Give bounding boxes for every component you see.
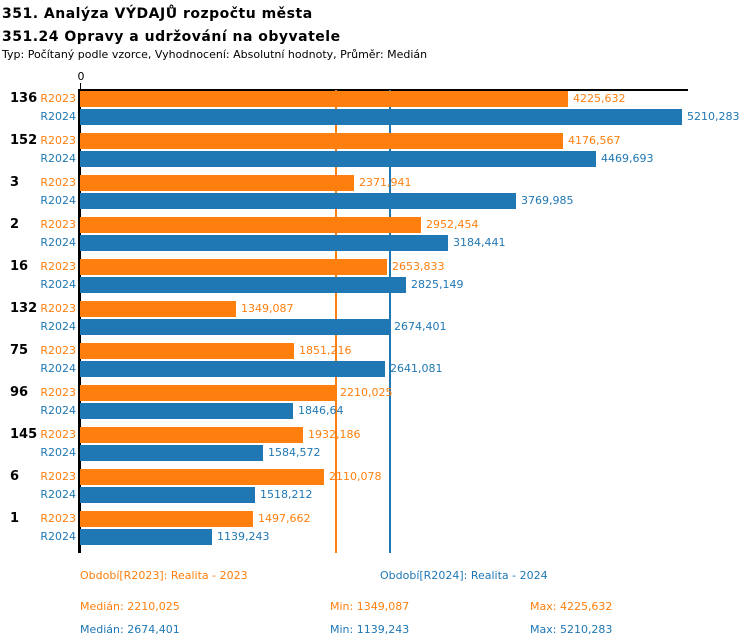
row-label-r2023: R2023 bbox=[40, 344, 76, 357]
row-label-r2023: R2023 bbox=[40, 386, 76, 399]
category-label-75: 75 bbox=[10, 343, 29, 358]
value-label-r2023-2: 2952,454 bbox=[426, 218, 479, 231]
bar-r2024-6 bbox=[80, 487, 255, 503]
row-label-r2023: R2023 bbox=[40, 218, 76, 231]
page-title: 351. Analýza VÝDAJŮ rozpočtu města bbox=[2, 6, 313, 22]
value-label-r2024-2: 3184,441 bbox=[453, 236, 506, 249]
category-label-136: 136 bbox=[10, 91, 38, 106]
stat-max-r2023: Max: 4225,632 bbox=[530, 600, 613, 613]
row-label-r2024: R2024 bbox=[40, 278, 76, 291]
category-label-96: 96 bbox=[10, 385, 29, 400]
row-label-r2024: R2024 bbox=[40, 404, 76, 417]
indicator-subtitle: 351.24 Opravy a udržování na obyvatele bbox=[2, 29, 341, 45]
value-label-r2023-96: 2210,025 bbox=[340, 386, 393, 399]
category-label-145: 145 bbox=[10, 427, 38, 442]
bar-r2023-132 bbox=[80, 301, 236, 317]
value-label-r2024-145: 1584,572 bbox=[268, 446, 321, 459]
row-label-r2023: R2023 bbox=[40, 512, 76, 525]
stat-min-r2023: Min: 1349,087 bbox=[330, 600, 410, 613]
category-label-6: 6 bbox=[10, 469, 20, 484]
y-axis-line bbox=[78, 89, 81, 553]
row-label-r2024: R2024 bbox=[40, 152, 76, 165]
x-axis-zero-tick-label: 0 bbox=[77, 70, 85, 83]
bar-r2024-152 bbox=[80, 151, 596, 167]
value-label-r2024-1: 1139,243 bbox=[217, 530, 270, 543]
row-label-r2023: R2023 bbox=[40, 260, 76, 273]
value-label-r2024-16: 2825,149 bbox=[411, 278, 464, 291]
value-label-r2023-75: 1851,216 bbox=[299, 344, 352, 357]
bar-r2024-16 bbox=[80, 277, 406, 293]
bar-r2024-136 bbox=[80, 109, 682, 125]
value-label-r2024-75: 2641,081 bbox=[390, 362, 443, 375]
bar-r2024-96 bbox=[80, 403, 293, 419]
value-label-r2024-132: 2674,401 bbox=[394, 320, 447, 333]
row-label-r2024: R2024 bbox=[40, 362, 76, 375]
legend-item-r2023: Období[R2023]: Realita - 2023 bbox=[80, 569, 248, 582]
value-label-r2024-136: 5210,283 bbox=[687, 110, 740, 123]
bar-r2023-3 bbox=[80, 175, 354, 191]
bar-r2024-2 bbox=[80, 235, 448, 251]
value-label-r2023-136: 4225,632 bbox=[573, 92, 626, 105]
legend-item-r2024: Období[R2024]: Realita - 2024 bbox=[380, 569, 548, 582]
category-label-152: 152 bbox=[10, 133, 38, 148]
bar-r2024-75 bbox=[80, 361, 385, 377]
row-label-r2023: R2023 bbox=[40, 176, 76, 189]
value-label-r2024-96: 1846,64 bbox=[298, 404, 344, 417]
bar-r2023-96 bbox=[80, 385, 335, 401]
value-label-r2024-6: 1518,212 bbox=[260, 488, 313, 501]
bar-r2023-145 bbox=[80, 427, 303, 443]
bar-r2023-1 bbox=[80, 511, 253, 527]
value-label-r2023-3: 2371,941 bbox=[359, 176, 412, 189]
value-label-r2023-132: 1349,087 bbox=[241, 302, 294, 315]
row-label-r2024: R2024 bbox=[40, 488, 76, 501]
median-line-r2024 bbox=[389, 90, 391, 553]
bar-r2023-152 bbox=[80, 133, 563, 149]
category-label-132: 132 bbox=[10, 301, 38, 316]
bar-r2024-132 bbox=[80, 319, 389, 335]
stat-median-r2024: Medián: 2674,401 bbox=[80, 623, 180, 636]
row-label-r2023: R2023 bbox=[40, 470, 76, 483]
row-label-r2023: R2023 bbox=[40, 302, 76, 315]
row-label-r2024: R2024 bbox=[40, 236, 76, 249]
bar-r2024-1 bbox=[80, 529, 212, 545]
bar-r2023-2 bbox=[80, 217, 421, 233]
category-label-3: 3 bbox=[10, 175, 20, 190]
category-label-2: 2 bbox=[10, 217, 20, 232]
value-label-r2023-6: 2110,078 bbox=[329, 470, 382, 483]
value-label-r2023-1: 1497,662 bbox=[258, 512, 311, 525]
stat-max-r2024: Max: 5210,283 bbox=[530, 623, 613, 636]
x-axis-tick-mark bbox=[80, 83, 81, 89]
row-label-r2023: R2023 bbox=[40, 428, 76, 441]
value-label-r2024-152: 4469,693 bbox=[601, 152, 654, 165]
value-label-r2023-152: 4176,567 bbox=[568, 134, 621, 147]
value-label-r2023-16: 2653,833 bbox=[392, 260, 445, 273]
stat-min-r2024: Min: 1139,243 bbox=[330, 623, 410, 636]
bar-r2024-3 bbox=[80, 193, 516, 209]
value-label-r2024-3: 3769,985 bbox=[521, 194, 574, 207]
category-label-1: 1 bbox=[10, 511, 20, 526]
x-axis-line bbox=[80, 89, 688, 91]
chart-meta-info: Typ: Počítaný podle vzorce, Vyhodnocení:… bbox=[2, 48, 428, 61]
row-label-r2024: R2024 bbox=[40, 530, 76, 543]
stat-median-r2023: Medián: 2210,025 bbox=[80, 600, 180, 613]
row-label-r2023: R2023 bbox=[40, 92, 76, 105]
bar-r2023-136 bbox=[80, 91, 568, 107]
row-label-r2024: R2024 bbox=[40, 194, 76, 207]
bar-r2023-75 bbox=[80, 343, 294, 359]
row-label-r2023: R2023 bbox=[40, 134, 76, 147]
bar-r2023-6 bbox=[80, 469, 324, 485]
row-label-r2024: R2024 bbox=[40, 320, 76, 333]
category-label-16: 16 bbox=[10, 259, 29, 274]
row-label-r2024: R2024 bbox=[40, 110, 76, 123]
bar-r2024-145 bbox=[80, 445, 263, 461]
bar-r2023-16 bbox=[80, 259, 387, 275]
row-label-r2024: R2024 bbox=[40, 446, 76, 459]
value-label-r2023-145: 1932,186 bbox=[308, 428, 361, 441]
